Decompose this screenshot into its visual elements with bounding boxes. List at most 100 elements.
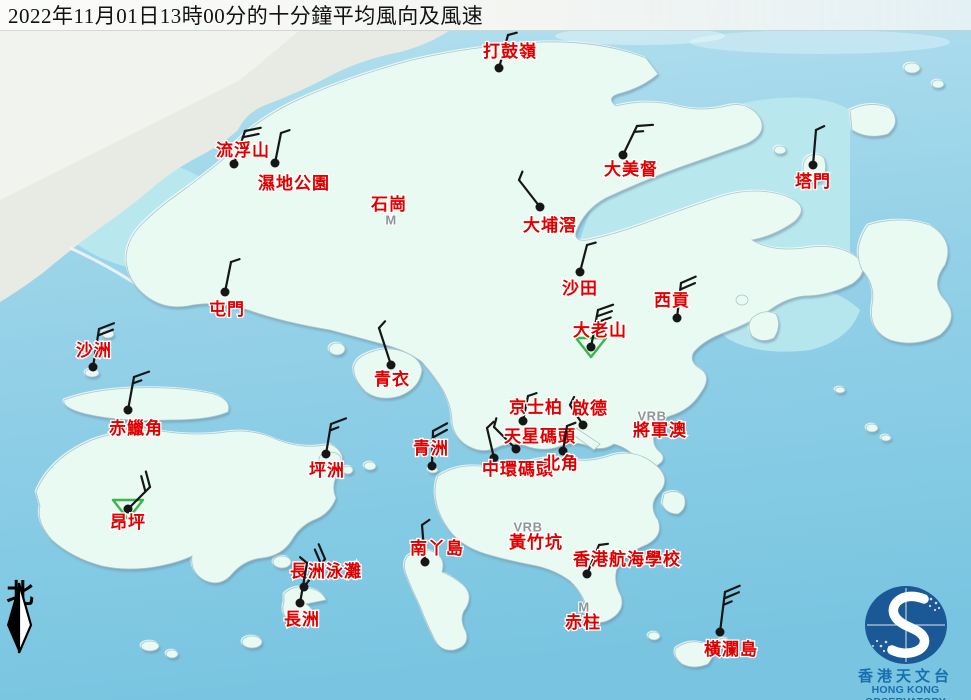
wind-barb-staff-icon xyxy=(585,543,601,576)
station-label: 長洲 xyxy=(284,610,320,630)
station-dot xyxy=(295,598,305,608)
station-dot xyxy=(88,362,98,372)
station-tuen-mun: 屯門 xyxy=(208,258,245,321)
wind-barb-feather-icon xyxy=(97,322,116,331)
wind-barb-feather-icon xyxy=(377,320,387,330)
north-needle-icon xyxy=(7,582,33,654)
station-label: 赤柱 xyxy=(565,612,601,633)
wind-barb-feather-icon xyxy=(96,328,115,337)
station-label: 屯門 xyxy=(209,299,245,320)
station-label: 北角 xyxy=(543,453,579,474)
station-hk-sea-school: 香港航海學校 xyxy=(572,542,681,579)
wind-barb-feather-icon xyxy=(313,548,323,566)
wind-barb-staff-icon xyxy=(223,260,233,294)
station-annotation: VRB xyxy=(638,409,667,424)
wind-barb-staff-icon xyxy=(420,523,427,564)
wind-barb-staff-icon xyxy=(126,375,136,412)
station-label: 石崗 xyxy=(370,195,407,215)
wind-barb-feather-icon xyxy=(328,426,340,432)
station-label: 天星碼頭 xyxy=(504,427,576,447)
station-green-island: 青洲 xyxy=(412,422,449,471)
wind-barb-feather-icon xyxy=(596,303,615,312)
station-dot xyxy=(229,159,239,169)
station-dot xyxy=(420,557,430,567)
hko-logo: 香港天文台 HONG KONG OBSERVATORY xyxy=(840,584,971,700)
station-kai-tak: 啟德 xyxy=(568,395,608,430)
station-label: 大埔滘 xyxy=(523,215,577,236)
station-dot xyxy=(489,453,499,463)
station-dot xyxy=(535,202,545,212)
wind-barb-feather-icon xyxy=(585,241,597,247)
station-cheung-chau: 長洲 xyxy=(283,556,320,631)
wind-barb-staff-icon xyxy=(492,425,518,451)
station-tai-mei-tuk: 大美督 xyxy=(603,123,658,181)
station-label: 坪洲 xyxy=(309,461,345,481)
wind-barb-feather-icon xyxy=(597,542,610,547)
wind-barb-staff-icon xyxy=(517,178,542,209)
station-dot xyxy=(578,420,588,430)
logo-name-zh: 香港天文台 xyxy=(857,667,953,685)
station-star-ferry: 天星碼頭 xyxy=(492,417,576,454)
wind-barb-feather-icon xyxy=(595,310,613,318)
wind-barb-feather-icon xyxy=(131,379,143,385)
station-label: 打鼓嶺 xyxy=(483,41,537,62)
station-dot xyxy=(270,158,280,168)
station-dot xyxy=(618,150,628,160)
wind-barb-staff-icon xyxy=(485,426,496,460)
title-bar: 2022年11月01日13時00分的十分鐘平均風向及風速 xyxy=(0,0,971,31)
land-tsing-yi xyxy=(353,348,423,399)
station-label: 赤鱲角 xyxy=(109,418,163,439)
logo-name-en: HONG KONG OBSERVATORY xyxy=(865,684,946,700)
station-cheung-chau-beach: 長洲泳灘 xyxy=(289,543,362,592)
wind-barb-feather-icon xyxy=(679,275,697,285)
station-lau-fau-shan: 流浮山 xyxy=(215,126,270,169)
station-label: 南丫島 xyxy=(410,538,464,559)
station-dot xyxy=(586,342,596,352)
wind-barb-staff-icon xyxy=(298,561,309,605)
land-airport-island xyxy=(63,387,230,421)
wind-barb-staff-icon xyxy=(621,124,639,157)
wind-barb-feather-icon xyxy=(485,420,495,430)
station-dot xyxy=(123,405,133,415)
station-ta-kwu-ling: 打鼓嶺 xyxy=(482,31,537,73)
station-dot xyxy=(386,360,396,370)
station-tap-mun: 塔門 xyxy=(794,125,831,193)
gust-triangle-icon xyxy=(111,498,145,521)
station-central-pier: 中環碼頭 xyxy=(481,420,554,481)
land-lantau-island xyxy=(35,429,343,584)
station-tates-cairn: 大老山 xyxy=(572,303,627,359)
station-sha-chau: 沙洲 xyxy=(75,322,116,372)
station-dot xyxy=(494,63,504,73)
station-label: 濕地公園 xyxy=(258,173,330,194)
station-dot xyxy=(321,449,331,459)
station-label: 昂坪 xyxy=(110,513,146,533)
station-label: 沙田 xyxy=(562,279,598,299)
wind-barb-feather-icon xyxy=(492,417,498,429)
station-label: 沙洲 xyxy=(76,341,112,361)
wind-barb-feather-icon xyxy=(593,325,604,331)
wind-barb-feather-icon xyxy=(565,421,577,428)
station-label: 橫瀾島 xyxy=(704,639,758,660)
wind-barb-feather-icon xyxy=(317,543,327,561)
land-new-territories-kowloon xyxy=(125,41,864,469)
station-waglan-island: 橫瀾島 xyxy=(703,584,758,661)
station-label: 青洲 xyxy=(413,438,449,459)
hko-logo-icon xyxy=(864,586,947,664)
station-kings-park: 京士柏 xyxy=(508,392,563,426)
wind-barb-feather-icon xyxy=(243,126,262,133)
station-wetland-park: 濕地公園 xyxy=(257,129,330,195)
wind-barb-staff-icon xyxy=(377,326,393,367)
station-dot xyxy=(123,504,133,514)
wind-barb-feather-icon xyxy=(132,370,151,379)
station-dot xyxy=(220,287,230,297)
station-label: 黃竹坑 xyxy=(508,532,563,553)
station-dot xyxy=(518,416,528,426)
station-shek-kong: 石崗M xyxy=(369,194,408,229)
station-dot xyxy=(427,461,437,471)
station-label: 青衣 xyxy=(374,369,410,390)
wind-barb-feather-icon xyxy=(723,591,741,600)
station-peng-chau: 坪洲 xyxy=(308,417,348,482)
